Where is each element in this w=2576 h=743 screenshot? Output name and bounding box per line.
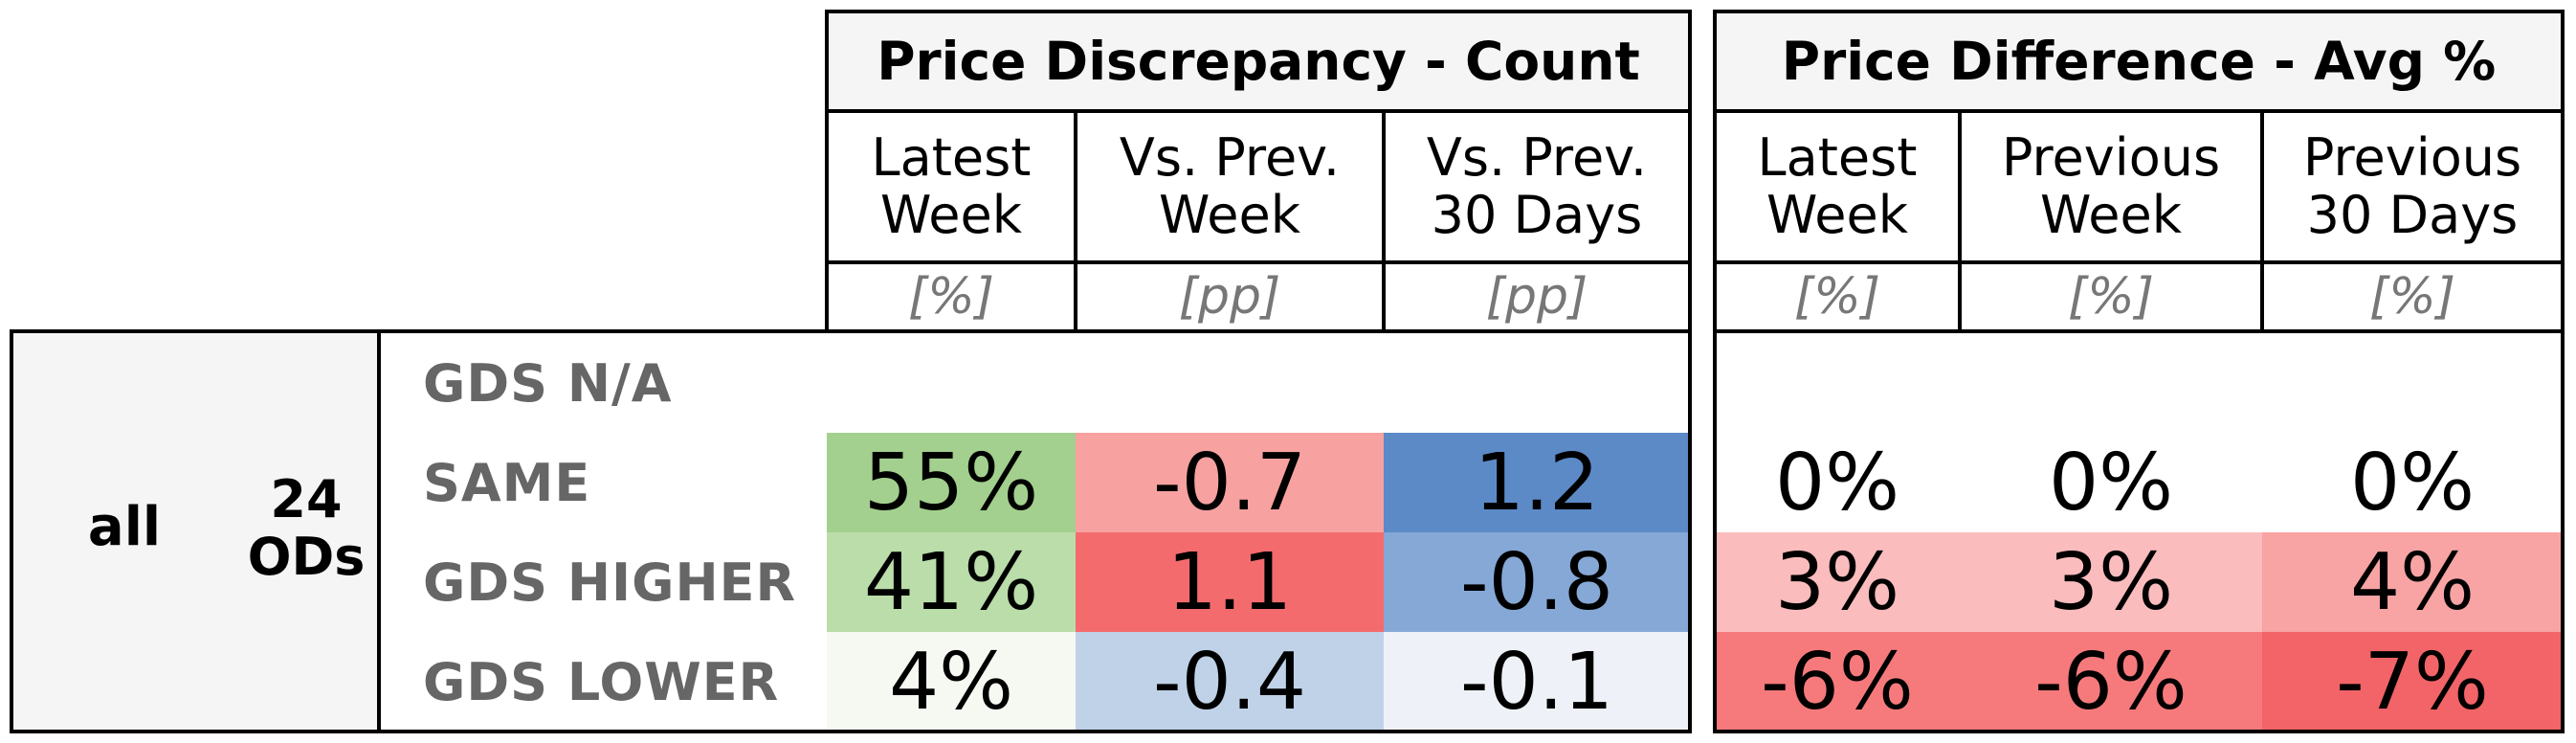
count-cell: -0.4 — [1076, 632, 1384, 732]
avg-unit-previous-30-days: [%] — [2260, 260, 2565, 333]
avg-col-previous-week: Previous Week — [1958, 109, 2264, 264]
count-unit-vs-prev-30-days: [pp] — [1382, 260, 1692, 333]
row-label: GDS LOWER — [423, 651, 780, 712]
avg-panel-title: Price Difference - Avg % — [1713, 10, 2565, 113]
avg-cell: -6% — [1715, 632, 1960, 732]
row-label: SAME — [423, 452, 591, 513]
avg-cell — [2262, 333, 2563, 433]
count-unit-vs-prev-week: [pp] — [1074, 260, 1386, 333]
count-cell: 41% — [827, 532, 1076, 632]
avg-cell: -6% — [1960, 632, 2262, 732]
row-label: GDS N/A — [423, 352, 673, 414]
count-cell: 1.2 — [1384, 433, 1690, 532]
count-cell — [1384, 333, 1690, 433]
avg-cell: -7% — [2262, 632, 2563, 732]
group-label: all — [87, 495, 162, 558]
avg-cell: 0% — [1715, 433, 1960, 532]
count-cell: 55% — [827, 433, 1076, 532]
avg-body-frame — [1713, 329, 2565, 733]
count-cell: 4% — [827, 632, 1076, 732]
count-col-vs-prev-30-days: Vs. Prev. 30 Days — [1382, 109, 1692, 264]
avg-col-previous-30-days: Previous 30 Days — [2260, 109, 2565, 264]
avg-cell — [1715, 333, 1960, 433]
avg-cell: 4% — [2262, 532, 2563, 632]
row-label: GDS HIGHER — [423, 552, 797, 613]
count-panel-title: Price Discrepancy - Count — [825, 10, 1692, 113]
count-unit-latest-week: [%] — [825, 260, 1077, 333]
avg-cell — [1960, 333, 2262, 433]
count-cell: -0.7 — [1076, 433, 1384, 532]
count-cell — [1076, 333, 1384, 433]
count-col-vs-prev-week: Vs. Prev. Week — [1074, 109, 1386, 264]
count-col-latest-week: Latest Week — [825, 109, 1077, 264]
avg-cell: 3% — [1960, 532, 2262, 632]
count-cell: -0.8 — [1384, 532, 1690, 632]
count-body-frame — [377, 329, 1692, 733]
group-panel — [10, 329, 381, 733]
avg-col-latest-week: Latest Week — [1713, 109, 1962, 264]
count-cell — [827, 333, 1076, 433]
avg-unit-latest-week: [%] — [1713, 260, 1962, 333]
avg-cell: 0% — [2262, 433, 2563, 532]
count-cell: 1.1 — [1076, 532, 1384, 632]
count-cell: -0.1 — [1384, 632, 1690, 732]
avg-cell: 0% — [1960, 433, 2262, 532]
avg-cell: 3% — [1715, 532, 1960, 632]
group-count: 24 ODs — [247, 469, 366, 587]
avg-unit-previous-week: [%] — [1958, 260, 2264, 333]
